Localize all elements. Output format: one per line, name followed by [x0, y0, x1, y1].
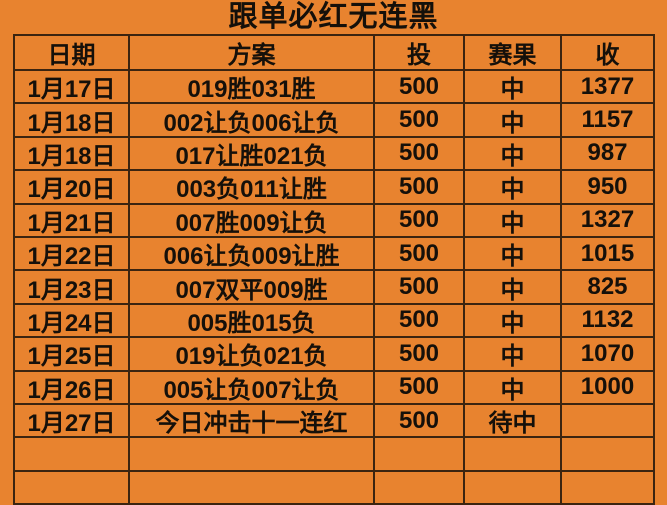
cell-plan — [130, 471, 375, 505]
cell-return — [562, 404, 655, 439]
table-row: 1月26日 005让负007让负 500 中 1000 — [15, 371, 655, 405]
cell-plan: 005胜015负 — [130, 304, 375, 339]
cell-result — [465, 471, 562, 505]
cell-plan: 019胜031胜 — [130, 71, 375, 105]
cell-return: 1015 — [562, 237, 655, 272]
cell-return — [562, 438, 655, 472]
cell-stake: 500 — [375, 204, 465, 238]
cell-date: 1月25日 — [15, 338, 130, 372]
table-row — [15, 471, 655, 505]
cell-plan — [130, 438, 375, 472]
cell-return: 1377 — [562, 71, 655, 105]
column-header-result: 赛果 — [465, 36, 562, 71]
table-row: 1月25日 019让负021负 500 中 1070 — [15, 338, 655, 372]
cell-result: 中 — [465, 338, 562, 372]
cell-plan: 003负011让胜 — [130, 171, 375, 205]
table-row: 1月24日 005胜015负 500 中 1132 — [15, 304, 655, 339]
cell-return: 1327 — [562, 204, 655, 238]
cell-date: 1月17日 — [15, 71, 130, 105]
cell-stake: 500 — [375, 137, 465, 172]
cell-return: 1000 — [562, 371, 655, 405]
cell-result — [465, 438, 562, 472]
cell-stake: 500 — [375, 304, 465, 339]
cell-return: 825 — [562, 271, 655, 305]
cell-result: 待中 — [465, 404, 562, 439]
cell-date: 1月23日 — [15, 271, 130, 305]
cell-stake: 500 — [375, 271, 465, 305]
cell-date: 1月21日 — [15, 204, 130, 238]
cell-date: 1月20日 — [15, 171, 130, 205]
cell-stake: 500 — [375, 371, 465, 405]
cell-date: 1月27日 — [15, 404, 130, 439]
cell-plan: 017让胜021负 — [130, 137, 375, 172]
cell-plan: 今日冲击十一连红 — [130, 404, 375, 439]
cell-stake: 500 — [375, 71, 465, 105]
cell-return — [562, 471, 655, 505]
column-header-plan: 方案 — [130, 36, 375, 71]
cell-stake — [375, 438, 465, 472]
cell-stake — [375, 471, 465, 505]
cell-return: 1157 — [562, 104, 655, 138]
cell-stake: 500 — [375, 171, 465, 205]
cell-date: 1月26日 — [15, 371, 130, 405]
cell-date: 1月18日 — [15, 104, 130, 138]
table-row — [15, 438, 655, 472]
table-row: 1月17日 019胜031胜 500 中 1377 — [15, 71, 655, 105]
cell-date: 1月22日 — [15, 237, 130, 272]
cell-result: 中 — [465, 204, 562, 238]
cell-date: 1月24日 — [15, 304, 130, 339]
cell-plan: 007胜009让负 — [130, 204, 375, 238]
cell-date — [15, 471, 130, 505]
cell-result: 中 — [465, 371, 562, 405]
cell-stake: 500 — [375, 404, 465, 439]
records-table: 日期 方案 投 赛果 收 1月17日 019胜031胜 500 中 1377 1… — [13, 34, 655, 505]
table-row: 1月22日 006让负009让胜 500 中 1015 — [15, 237, 655, 272]
cell-return: 950 — [562, 171, 655, 205]
cell-plan: 007双平009胜 — [130, 271, 375, 305]
cell-return: 1070 — [562, 338, 655, 372]
cell-date — [15, 438, 130, 472]
cell-stake: 500 — [375, 104, 465, 138]
cell-result: 中 — [465, 137, 562, 172]
cell-result: 中 — [465, 271, 562, 305]
table-row: 1月21日 007胜009让负 500 中 1327 — [15, 204, 655, 238]
cell-result: 中 — [465, 71, 562, 105]
cell-stake: 500 — [375, 338, 465, 372]
table-row: 1月20日 003负011让胜 500 中 950 — [15, 171, 655, 205]
table-row: 1月23日 007双平009胜 500 中 825 — [15, 271, 655, 305]
cell-plan: 005让负007让负 — [130, 371, 375, 405]
cell-result: 中 — [465, 237, 562, 272]
cell-return: 1132 — [562, 304, 655, 339]
column-header-stake: 投 — [375, 36, 465, 71]
table-row: 1月18日 002让负006让负 500 中 1157 — [15, 104, 655, 138]
page-title: 跟单必红无连黑 — [228, 1, 439, 33]
table-body: 1月17日 019胜031胜 500 中 1377 1月18日 002让负006… — [15, 71, 655, 505]
cell-date: 1月18日 — [15, 137, 130, 172]
cell-result: 中 — [465, 171, 562, 205]
column-header-return: 收 — [562, 36, 655, 71]
cell-plan: 002让负006让负 — [130, 104, 375, 138]
table-header-row: 日期 方案 投 赛果 收 — [15, 36, 655, 71]
cell-plan: 019让负021负 — [130, 338, 375, 372]
cell-result: 中 — [465, 104, 562, 138]
column-header-date: 日期 — [15, 36, 130, 71]
cell-plan: 006让负009让胜 — [130, 237, 375, 272]
cell-stake: 500 — [375, 237, 465, 272]
table-row: 1月27日 今日冲击十一连红 500 待中 — [15, 404, 655, 439]
cell-return: 987 — [562, 137, 655, 172]
cell-result: 中 — [465, 304, 562, 339]
table-row: 1月18日 017让胜021负 500 中 987 — [15, 137, 655, 172]
